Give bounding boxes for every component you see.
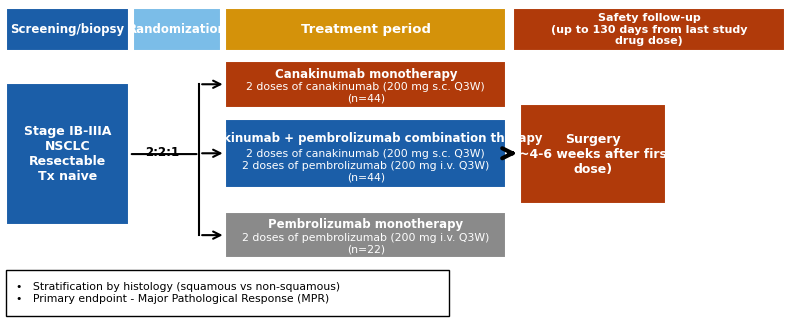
- FancyBboxPatch shape: [225, 119, 506, 188]
- Text: 2 doses of pembrolizumab (200 mg i.v. Q3W)
(n=22): 2 doses of pembrolizumab (200 mg i.v. Q3…: [242, 233, 490, 254]
- Text: 2 doses of canakinumab (200 mg s.c. Q3W)
(n=44): 2 doses of canakinumab (200 mg s.c. Q3W)…: [247, 82, 485, 103]
- Text: Safety follow-up
(up to 130 days from last study
drug dose): Safety follow-up (up to 130 days from la…: [551, 13, 747, 46]
- FancyBboxPatch shape: [6, 270, 449, 316]
- FancyBboxPatch shape: [225, 212, 506, 258]
- Text: Canakinumab + pembrolizumab combination therapy: Canakinumab + pembrolizumab combination …: [190, 132, 542, 144]
- Text: •   Stratification by histology (squamous vs non-squamous)
•   Primary endpoint : • Stratification by histology (squamous …: [16, 282, 340, 304]
- Text: Surgery
(~4-6 weeks after first
dose): Surgery (~4-6 weeks after first dose): [513, 133, 672, 176]
- Text: 2 doses of canakinumab (200 mg s.c. Q3W)
2 doses of pembrolizumab (200 mg i.v. Q: 2 doses of canakinumab (200 mg s.c. Q3W)…: [242, 149, 490, 182]
- FancyBboxPatch shape: [225, 61, 506, 108]
- FancyBboxPatch shape: [225, 8, 506, 51]
- Text: Randomization: Randomization: [128, 23, 227, 36]
- Text: 2:2:1: 2:2:1: [145, 146, 180, 159]
- Text: Stage IB-IIIA
NSCLC
Resectable
Tx naive: Stage IB-IIIA NSCLC Resectable Tx naive: [24, 125, 112, 183]
- FancyBboxPatch shape: [520, 104, 666, 204]
- FancyBboxPatch shape: [133, 8, 221, 51]
- FancyBboxPatch shape: [6, 83, 129, 225]
- Text: Canakinumab monotherapy: Canakinumab monotherapy: [274, 67, 457, 81]
- Text: Treatment period: Treatment period: [301, 23, 431, 36]
- Text: Screening/biopsy: Screening/biopsy: [10, 23, 125, 36]
- Text: Pembrolizumab monotherapy: Pembrolizumab monotherapy: [268, 218, 464, 231]
- FancyBboxPatch shape: [6, 8, 129, 51]
- FancyBboxPatch shape: [513, 8, 785, 51]
